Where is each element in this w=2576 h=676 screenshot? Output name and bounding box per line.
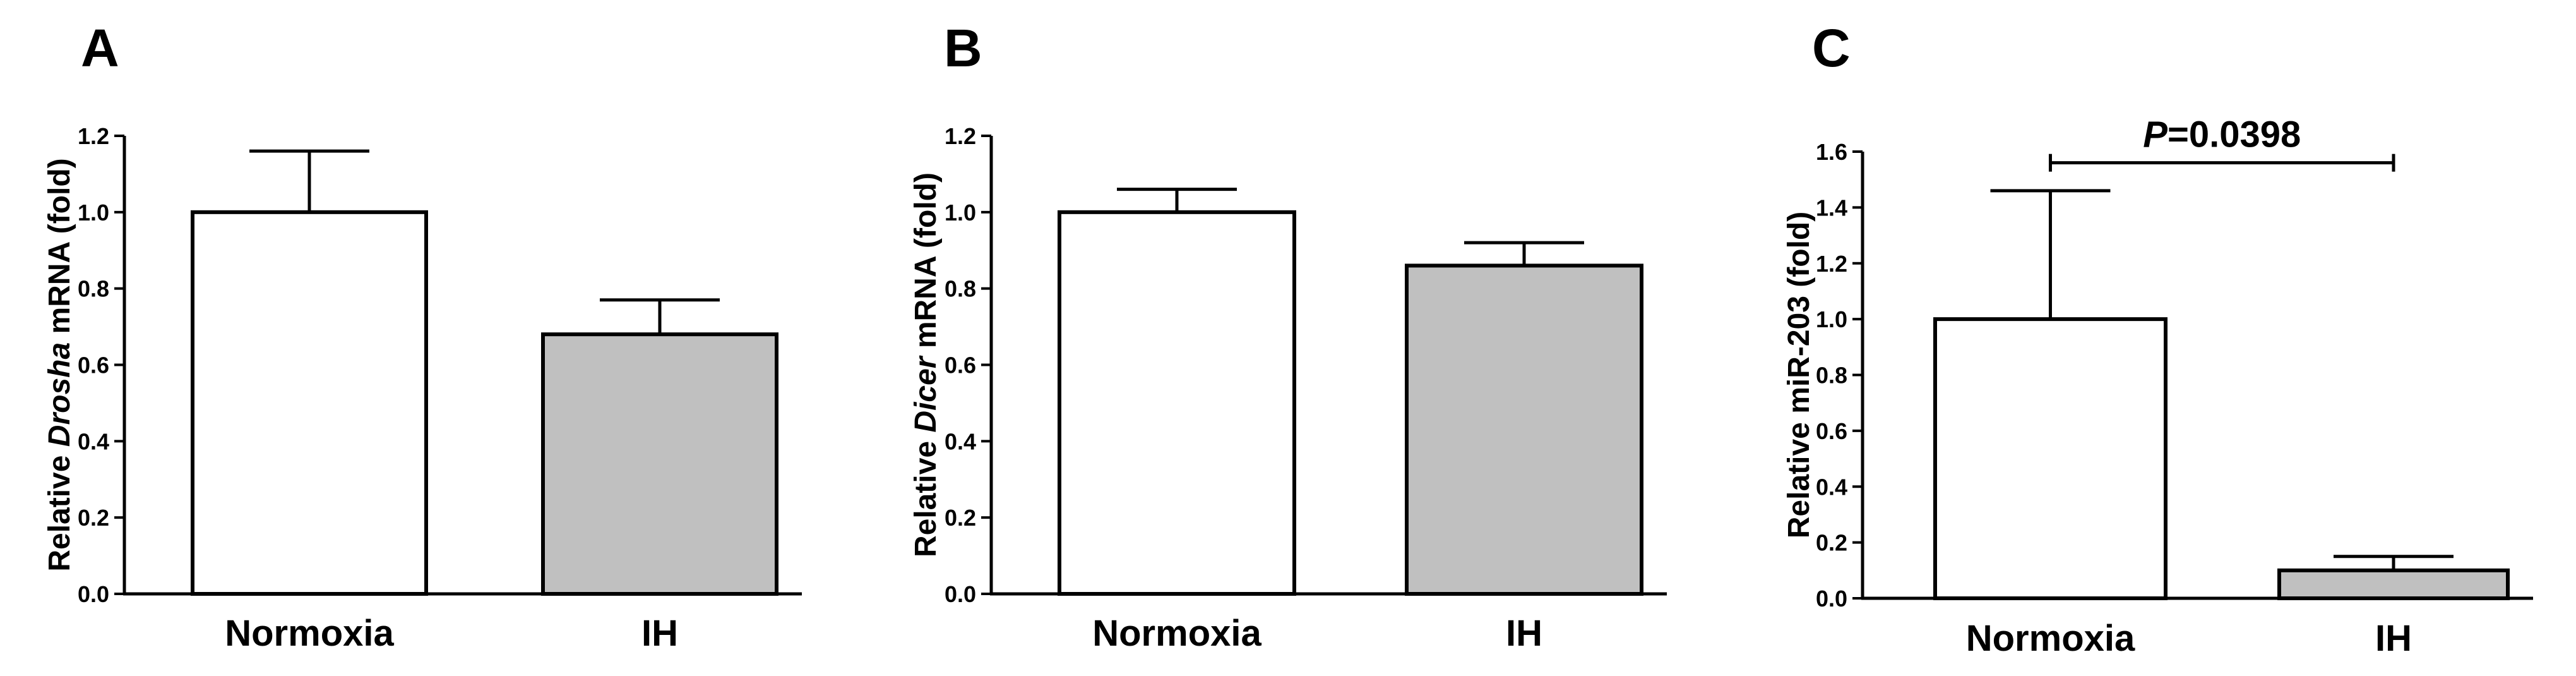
category-label: Normoxia [1966,618,2135,659]
y-tick-label: 1.0 [78,200,109,226]
category-label: IH [641,613,678,654]
y-axis-title: Relative Drosha mRNA (fold) [43,158,76,571]
y-tick-label: 1.6 [1816,139,1847,165]
y-tick-label: 0.0 [78,581,109,607]
panel-a: A 0.0 0.2 0.4 0.6 0.8 1.0 1.2 Normoxia IH Relative… [43,18,802,654]
category-label: Normoxia [225,613,394,654]
y-axis-title: Relative miR-203 (fold) [1782,212,1816,538]
y-axis-title-italic: Dicer [909,355,943,432]
bar-ih [541,332,778,596]
y-axis-title-part: Relative [909,433,943,557]
y-tick-label: 0.4 [945,428,976,454]
p-value-label: P=0.0398 [2143,114,2301,155]
y-tick-label: 0.6 [945,353,976,378]
y-tick-label: 0.8 [945,276,976,302]
y-tick-label: 0.6 [1816,418,1847,444]
y-tick-label: 0.0 [1816,586,1847,612]
y-tick-label: 1.0 [945,200,976,226]
y-axis-title-italic: Drosha [43,342,76,447]
p-value-symbol: P [2143,114,2168,155]
y-tick-label: 1.2 [1816,251,1847,277]
y-tick-label: 0.4 [1816,474,1847,500]
panel-c: C 0.0 0.2 0.4 0.6 0.8 1.0 1.2 1.4 1.6 Normoxia IH Re… [1782,18,2533,659]
bar-ih [2277,568,2510,600]
y-tick-label: 1.0 [1816,306,1847,332]
panel-letter: A [81,18,119,78]
y-axis-title-part: mRNA (fold) [909,172,943,357]
y-tick-label: 0.8 [78,276,109,302]
category-label: IH [2375,618,2412,659]
panel-letter: C [1812,18,1851,78]
bar-ih [1405,263,1643,596]
y-tick-label: 0.6 [78,353,109,378]
p-value-number: =0.0398 [2168,114,2301,155]
y-tick-label: 0.4 [78,428,109,454]
panel-b: B 0.0 0.2 0.4 0.6 0.8 1.0 1.2 Normoxia IH Relative… [909,18,1667,654]
category-label: Normoxia [1092,613,1261,654]
y-axis-title-part: Relative [43,447,76,571]
bar-normoxia [1058,210,1296,596]
y-axis-title-part: Relative miR-203 (fold) [1782,212,1816,538]
y-axis-title: Relative Dicer mRNA (fold) [909,172,943,557]
y-tick-label: 0.0 [945,581,976,607]
panel-letter: B [944,18,982,78]
y-tick-label: 0.2 [1816,530,1847,556]
y-tick-label: 1.2 [945,123,976,149]
bar-normoxia [191,210,428,596]
y-tick-label: 0.8 [1816,363,1847,389]
y-axis-title-part: mRNA (fold) [43,158,76,342]
bar-normoxia [1933,317,2168,600]
category-label: IH [1506,613,1542,654]
y-tick-label: 0.2 [945,505,976,531]
y-tick-label: 0.2 [78,505,109,531]
y-tick-label: 1.4 [1816,195,1847,220]
y-tick-label: 1.2 [78,123,109,149]
